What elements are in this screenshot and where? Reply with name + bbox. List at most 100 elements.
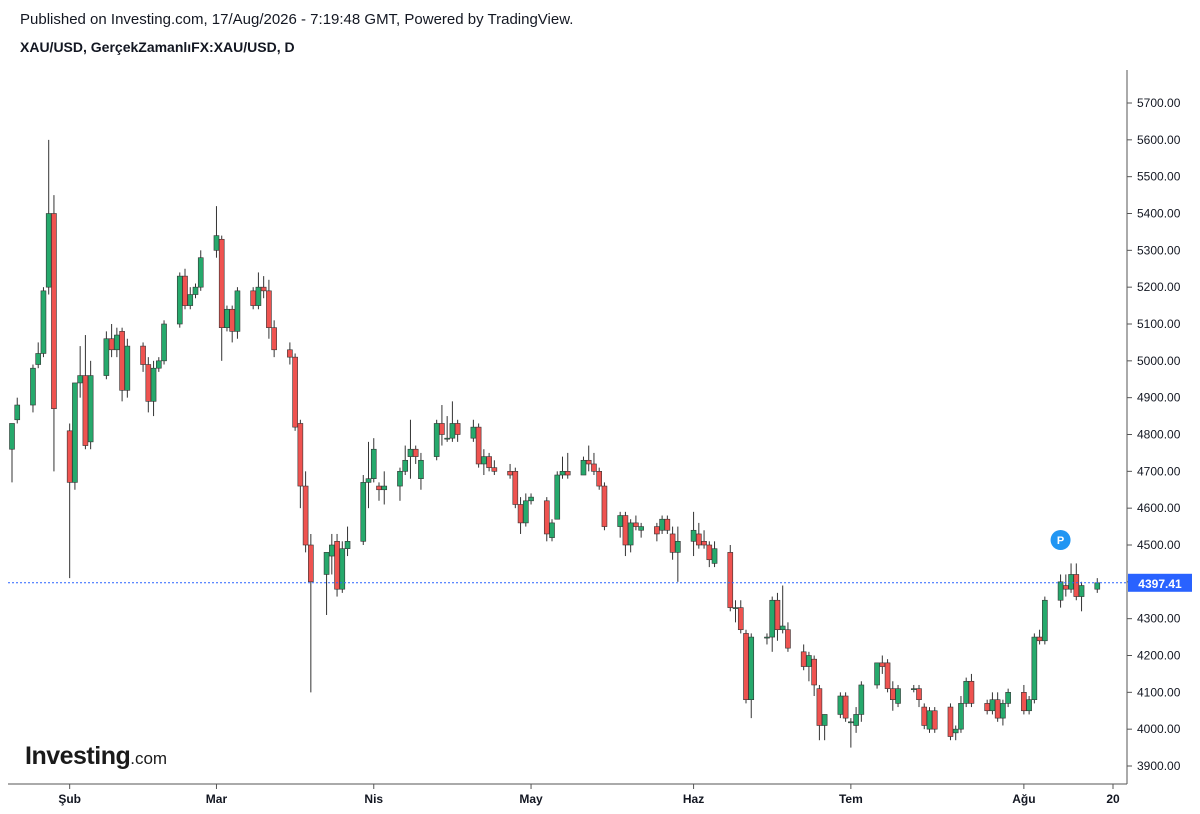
candle bbox=[559, 456, 566, 479]
candle-body-up bbox=[213, 235, 220, 251]
candle bbox=[952, 725, 959, 741]
candle-body-up bbox=[365, 478, 372, 483]
candle-body-up bbox=[675, 541, 681, 553]
candle-body-down bbox=[1036, 636, 1043, 642]
candle-body-up bbox=[360, 482, 367, 542]
candle bbox=[82, 335, 89, 450]
candle-body-down bbox=[696, 533, 702, 546]
logo-tld: .com bbox=[130, 749, 168, 768]
candle-body-up bbox=[874, 662, 880, 686]
candle-body-up bbox=[895, 688, 901, 704]
candle bbox=[287, 342, 293, 365]
price-axis: 3900.004000.004100.004200.004300.004400.… bbox=[1126, 70, 1181, 784]
candle bbox=[737, 600, 744, 634]
candle-body-down bbox=[1073, 574, 1080, 597]
candle-body-down bbox=[947, 706, 954, 737]
candle-body-down bbox=[1063, 585, 1069, 590]
candle-body-down bbox=[302, 485, 309, 546]
candle-body-down bbox=[66, 430, 73, 483]
candle-body-down bbox=[287, 349, 293, 358]
candle bbox=[197, 250, 204, 291]
candle bbox=[848, 718, 854, 748]
candle-body-up bbox=[339, 548, 346, 590]
candle bbox=[402, 445, 409, 476]
candle bbox=[601, 482, 608, 531]
candle-body-up bbox=[234, 290, 241, 332]
candle bbox=[748, 633, 755, 719]
candle-body-down bbox=[229, 308, 235, 332]
candle bbox=[114, 327, 120, 358]
candle-body-down bbox=[507, 471, 513, 476]
candle-body-up bbox=[407, 448, 414, 457]
candle bbox=[156, 357, 162, 372]
candle bbox=[627, 519, 634, 553]
candle bbox=[360, 475, 367, 545]
candle-body-down bbox=[145, 364, 152, 402]
candle-body-up bbox=[559, 471, 566, 476]
candle bbox=[329, 533, 335, 575]
candle bbox=[66, 423, 73, 579]
investing-logo: Investing.com bbox=[25, 742, 167, 771]
candle bbox=[958, 696, 964, 733]
candle-body-up bbox=[554, 474, 561, 520]
published-info: Published on Investing.com, 17/Aug/2026 … bbox=[20, 11, 574, 28]
candle-body-down bbox=[486, 456, 492, 468]
price-tick-label: 4600.00 bbox=[1137, 501, 1181, 515]
candle-body-down bbox=[475, 426, 482, 465]
candle-body-up bbox=[9, 423, 15, 450]
candle-body-up bbox=[848, 721, 854, 724]
candle-body-up bbox=[1000, 703, 1006, 719]
candle bbox=[706, 541, 713, 568]
candle-body-down bbox=[800, 651, 807, 667]
candle bbox=[785, 622, 791, 652]
candle-body-down bbox=[140, 345, 146, 365]
candle-body-up bbox=[124, 345, 131, 391]
candle-body-down bbox=[412, 448, 419, 457]
candle bbox=[554, 471, 561, 520]
p-marker[interactable]: P bbox=[1050, 530, 1071, 550]
candle bbox=[858, 681, 865, 722]
overlay-layer: 4397.41 P bbox=[8, 530, 1192, 592]
price-tick-label: 5400.00 bbox=[1137, 207, 1181, 221]
candle bbox=[108, 324, 115, 358]
p-marker-circle[interactable] bbox=[1050, 530, 1071, 550]
candle-body-down bbox=[706, 544, 713, 561]
candle-body-up bbox=[370, 448, 377, 480]
candle bbox=[412, 445, 419, 464]
candle bbox=[884, 659, 891, 693]
candle-body-up bbox=[402, 459, 409, 472]
price-tick-label: 4700.00 bbox=[1137, 464, 1181, 478]
candle bbox=[743, 629, 749, 704]
candle-body-down bbox=[654, 526, 660, 535]
candle bbox=[549, 519, 555, 542]
candle bbox=[481, 449, 487, 476]
candle-body-up bbox=[470, 426, 477, 439]
candle bbox=[454, 419, 461, 442]
candle bbox=[1057, 574, 1064, 608]
candle-body-down bbox=[811, 658, 817, 686]
candle-body-up bbox=[72, 382, 78, 483]
candle bbox=[161, 320, 167, 365]
candle bbox=[675, 526, 681, 582]
candle-body-down bbox=[664, 518, 671, 531]
candle bbox=[302, 471, 309, 553]
candle bbox=[968, 673, 975, 708]
candle-body-up bbox=[40, 290, 47, 354]
candle bbox=[800, 644, 807, 671]
candle-body-down bbox=[271, 327, 277, 351]
candle bbox=[1000, 699, 1006, 726]
time-tick-label: Haz bbox=[683, 792, 704, 806]
candle-body-up bbox=[418, 459, 424, 479]
candle-body-up bbox=[858, 684, 865, 715]
candle-body-down bbox=[984, 703, 990, 712]
candle bbox=[334, 533, 340, 597]
candle bbox=[528, 493, 534, 505]
candle bbox=[176, 272, 183, 328]
candle-body-down bbox=[1021, 692, 1027, 712]
candle-body-up bbox=[433, 423, 440, 457]
candle-body-down bbox=[633, 522, 639, 527]
candle-body-up bbox=[255, 286, 262, 306]
time-tick-label: Nis bbox=[364, 792, 383, 806]
candle bbox=[339, 541, 346, 593]
